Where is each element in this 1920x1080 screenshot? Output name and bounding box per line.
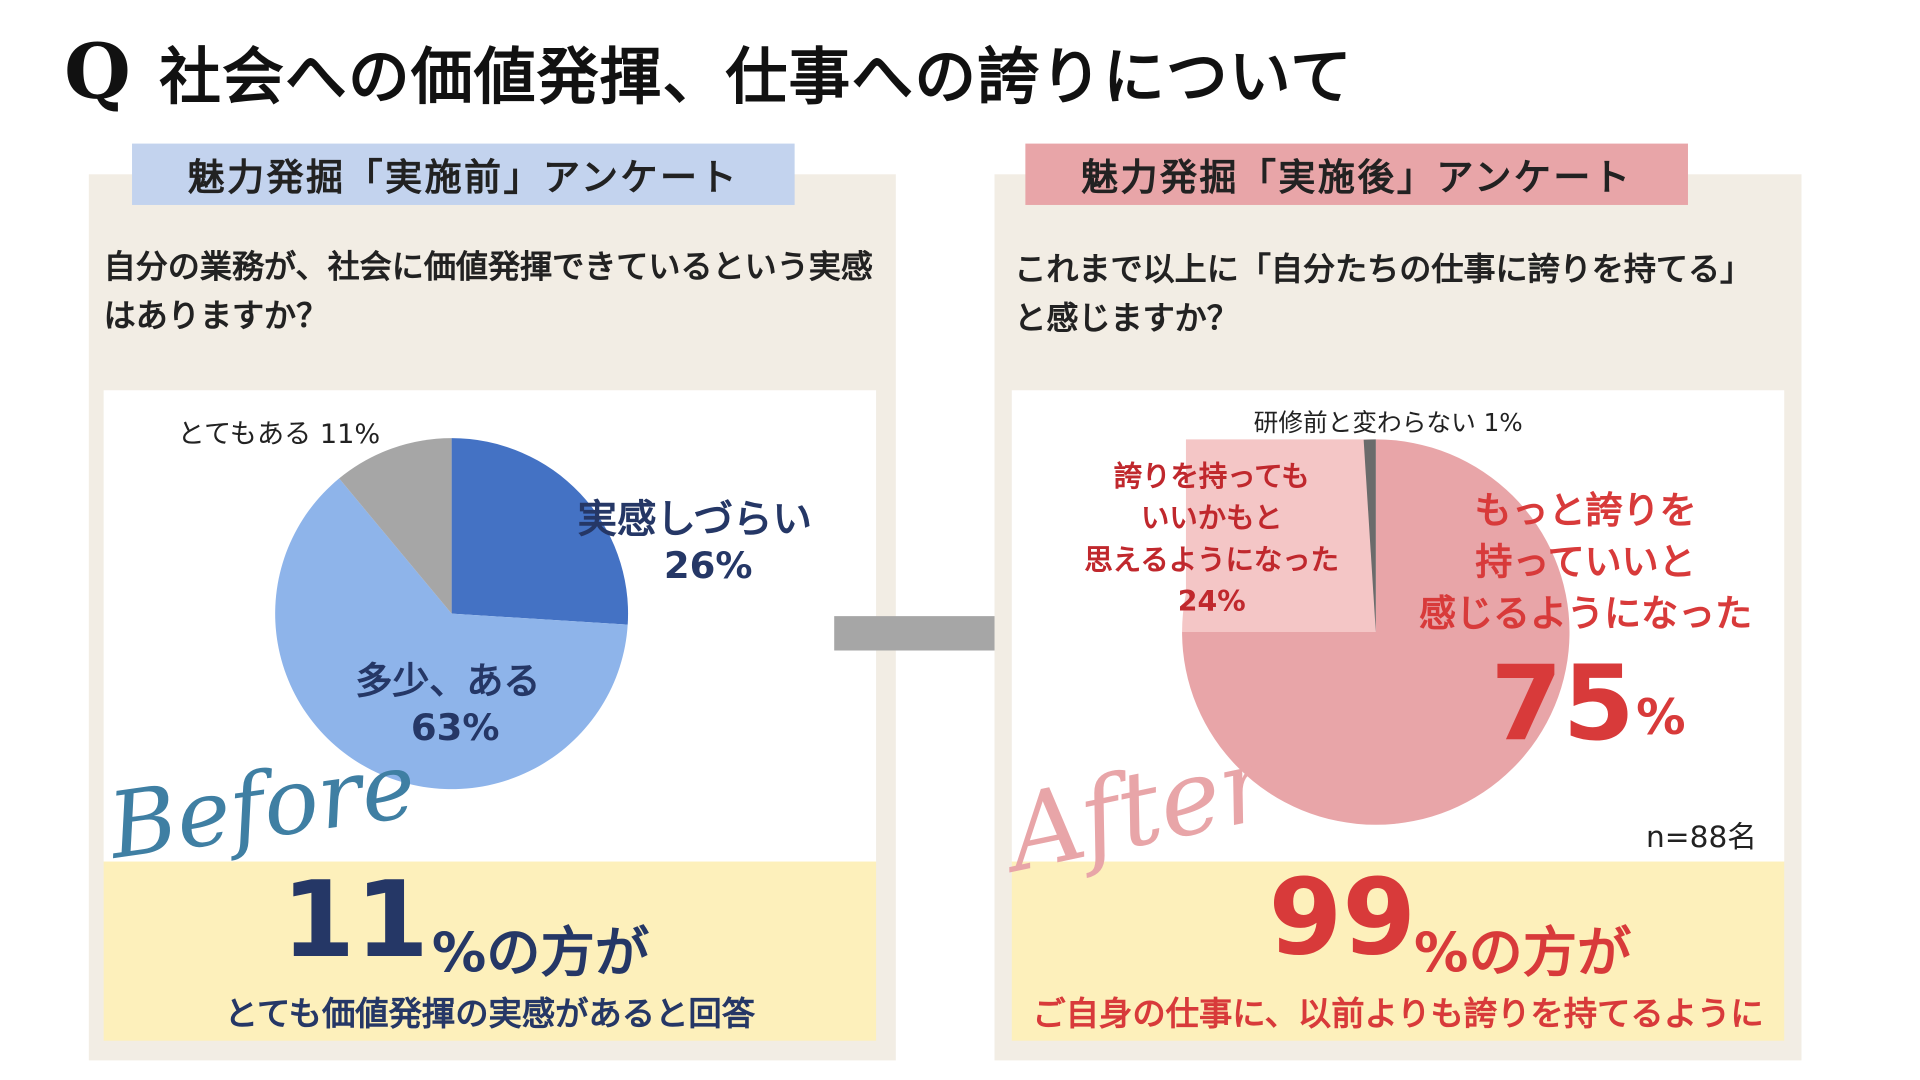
pie-slice-2	[1363, 439, 1376, 633]
label-maybe: 誇りを持っても いいかもと 思えるようになった 24%	[1076, 457, 1347, 624]
label-more-line: 感じるようになった	[1418, 592, 1753, 636]
title-text: 社会への価値発揮、仕事への誇りについて	[159, 41, 1353, 113]
label-same: 研修前と変わらない 1%	[1253, 407, 1523, 437]
label-more-number: 75	[1490, 643, 1635, 764]
before-big-number: 11	[281, 859, 430, 982]
before-big-suffix: %の方が	[431, 921, 650, 985]
label-some: 多少、ある	[355, 660, 541, 704]
label-maybe-line: いいかもと	[1141, 503, 1283, 536]
label-maybe-line: 誇りを持っても	[1113, 461, 1310, 494]
pie-slice-2	[339, 438, 452, 614]
pie-slice-1	[275, 478, 628, 790]
pie-slice-0	[451, 438, 629, 625]
label-hard: 実感しづらい	[577, 495, 813, 543]
page-title: Q 社会への価値発揮、仕事への誇りについて	[64, 27, 1353, 117]
sample-size: n=88名	[1646, 819, 1757, 855]
before-question: 自分の業務が、社会に価値発揮できているという実感はありますか？	[103, 249, 873, 336]
after-summary-box	[1011, 861, 1785, 1041]
before-tag: 魅力発掘「実施前」アンケート	[132, 143, 795, 205]
q-mark: Q	[64, 27, 133, 117]
label-maybe-line: 思えるようになった	[1084, 544, 1339, 577]
before-pie-chart	[275, 438, 629, 790]
after-pie-chart	[1182, 439, 1570, 825]
after-summary: ご自身の仕事に、以前よりも誇りを持てるように	[1032, 995, 1764, 1034]
label-very: とてもある 11%	[177, 419, 381, 451]
label-more-line: もっと誇りを	[1474, 489, 1697, 533]
label-maybe-pct: 24%	[1177, 586, 1246, 619]
label-hard-pct: 26%	[663, 544, 753, 588]
after-big-suffix: %の方が	[1414, 921, 1632, 985]
label-more-line: 持っていいと	[1475, 541, 1696, 585]
label-some-pct: 63%	[410, 706, 500, 750]
label-more-pct: %	[1636, 689, 1686, 747]
pie-slice-1	[1182, 439, 1376, 633]
after-tag: 魅力発掘「実施後」アンケート	[1025, 143, 1688, 205]
label-more: もっと誇りを 持っていいと 感じるようになった	[1407, 486, 1765, 641]
before-summary: とても価値発揮の実感があると回答	[224, 995, 756, 1034]
after-big-number: 99	[1268, 856, 1417, 980]
before-summary-box	[103, 861, 877, 1041]
after-question: これまで以上に「自分たちの仕事に誇りを持てる」と感じますか？	[1014, 251, 1753, 338]
